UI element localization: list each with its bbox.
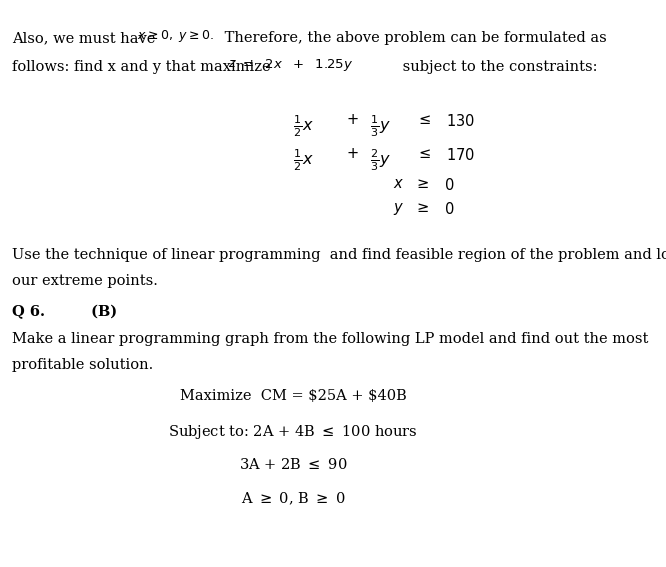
Text: $+$: $+$ [346,147,359,162]
Text: Maximize  CM = \$25A + \$40B: Maximize CM = \$25A + \$40B [180,389,406,403]
Text: 3A + 2B $\leq$ 90: 3A + 2B $\leq$ 90 [239,457,347,472]
Text: follows: find x and y that maximize: follows: find x and y that maximize [12,60,275,74]
Text: $\frac{1}{3}y$: $\frac{1}{3}y$ [370,113,390,139]
Text: $\geq$: $\geq$ [414,201,430,215]
Text: $x{\geq}0,$: $x{\geq}0,$ [137,28,172,43]
Text: $\frac{1}{2}x$: $\frac{1}{2}x$ [293,147,314,173]
Text: $+$: $+$ [346,113,359,128]
Text: $y$: $y$ [393,201,404,217]
Text: A $\geq$ 0, B $\geq$ 0: A $\geq$ 0, B $\geq$ 0 [240,491,346,507]
Text: our extreme points.: our extreme points. [12,274,158,288]
Text: $\leq$: $\leq$ [416,113,432,128]
Text: $z$: $z$ [228,57,236,70]
Text: Q 6.         (B): Q 6. (B) [12,305,117,319]
Text: $\leq$: $\leq$ [416,147,432,162]
Text: Therefore, the above problem can be formulated as: Therefore, the above problem can be form… [220,31,607,45]
Text: Subject to: 2A + 4B $\leq$ 100 hours: Subject to: 2A + 4B $\leq$ 100 hours [168,423,418,441]
Text: $0$: $0$ [444,177,455,193]
Text: $y{\geq}0.$: $y{\geq}0.$ [178,28,214,44]
Text: $0$: $0$ [444,201,455,217]
Text: subject to the constraints:: subject to the constraints: [398,60,598,74]
Text: $170$: $170$ [446,147,476,163]
Text: profitable solution.: profitable solution. [12,358,153,372]
Text: $130$: $130$ [446,113,476,129]
Text: $\frac{2}{3}y$: $\frac{2}{3}y$ [370,147,390,173]
Text: $\frac{1}{2}x$: $\frac{1}{2}x$ [293,113,314,139]
Text: Make a linear programming graph from the following LP model and find out the mos: Make a linear programming graph from the… [12,332,649,346]
Text: Use the technique of linear programming  and find feasible region of the problem: Use the technique of linear programming … [12,248,666,263]
Text: Also, we must have: Also, we must have [12,31,160,45]
Text: $\geq$: $\geq$ [414,177,430,191]
Text: $x$: $x$ [393,177,404,191]
Text: $=\ \ 2x\ \ +\ \ 1.25y$: $=\ \ 2x\ \ +\ \ 1.25y$ [240,57,353,73]
